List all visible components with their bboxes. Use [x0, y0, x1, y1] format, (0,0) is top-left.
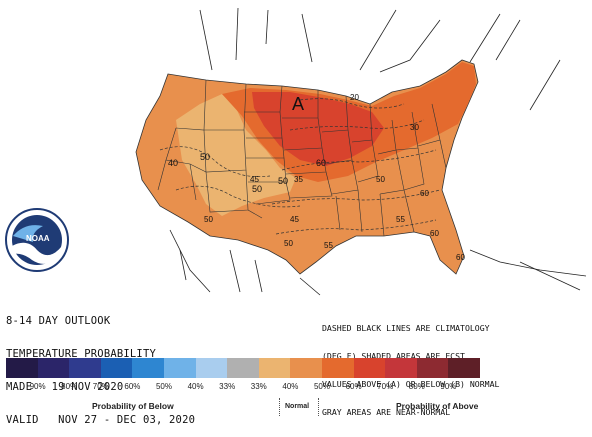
legend-swatch: [416, 358, 449, 378]
legend-swatch: [258, 358, 291, 378]
legend-separator: [318, 398, 319, 416]
legend-label: 70%: [377, 382, 394, 391]
legend-label: 50%: [313, 382, 330, 391]
legend-label: 80%: [61, 382, 78, 391]
map-notes: DASHED BLACK LINES ARE CLIMATOLOGY (DEG …: [322, 305, 499, 427]
legend-swatch: [353, 358, 386, 378]
legend-caption-above: Probability of Above: [396, 401, 479, 411]
noaa-logo: [5, 208, 69, 272]
legend-swatch: [37, 358, 70, 378]
title-line: VALID NOV 27 - DEC 03, 2020: [6, 414, 196, 426]
legend-label: 33%: [250, 382, 267, 391]
legend-swatch: [321, 358, 354, 378]
note-line: VALUES ABOVE (A) OR BELOW (B) NORMAL: [322, 379, 500, 390]
title-line: TEMPERATURE PROBABILITY: [6, 348, 156, 360]
neighbor-borders: [169, 7, 587, 296]
climatology-lines: [159, 98, 441, 235]
legend-label: 60%: [124, 382, 141, 391]
legend-label: 90%: [29, 382, 46, 391]
note-line: (DEG F) SHADED AREAS ARE FCST: [322, 351, 465, 362]
legend-color-bar: [6, 358, 480, 378]
legend-swatch: [69, 358, 101, 378]
region-70pct: [252, 92, 384, 166]
legend-swatch: [385, 358, 417, 378]
state-lines: [157, 79, 447, 237]
legend-swatch: [163, 358, 196, 378]
legend-label: 60%: [345, 382, 362, 391]
legend-swatch: [290, 358, 322, 378]
legend-label: 40%: [187, 382, 204, 391]
legend-label: 90%: [440, 382, 457, 391]
title-line: 8-14 DAY OUTLOOK: [6, 315, 111, 327]
legend-label: 70%: [92, 382, 109, 391]
legend-label: 50%: [155, 382, 172, 391]
legend-swatch: [195, 358, 228, 378]
legend-caption-below: Probability of Below: [92, 401, 174, 411]
outlook-map: [5, 7, 587, 296]
region-40pct: [176, 94, 296, 216]
title-line: MADE 19 NOV 2020: [6, 381, 124, 393]
legend-labels: 90% 80% 70% 60% 50% 40% 33% 33% 40% 50% 60% 70% 80% 9…: [6, 382, 586, 394]
legend-swatch: [227, 358, 259, 378]
legend-label: 80%: [408, 382, 425, 391]
legend-swatch: [132, 358, 164, 378]
note-line: DASHED BLACK LINES ARE CLIMATOLOGY: [322, 322, 490, 333]
legend-label: 33%: [219, 382, 236, 391]
legend-separator: [279, 398, 280, 416]
note-line: GRAY AREAS ARE NEAR-NORMAL: [322, 407, 451, 418]
legend-swatch: [100, 358, 133, 378]
legend-caption-normal: Normal: [285, 403, 310, 410]
legend-label: 40%: [282, 382, 299, 391]
legend-swatch: [448, 358, 480, 378]
legend-swatch: [6, 358, 38, 378]
